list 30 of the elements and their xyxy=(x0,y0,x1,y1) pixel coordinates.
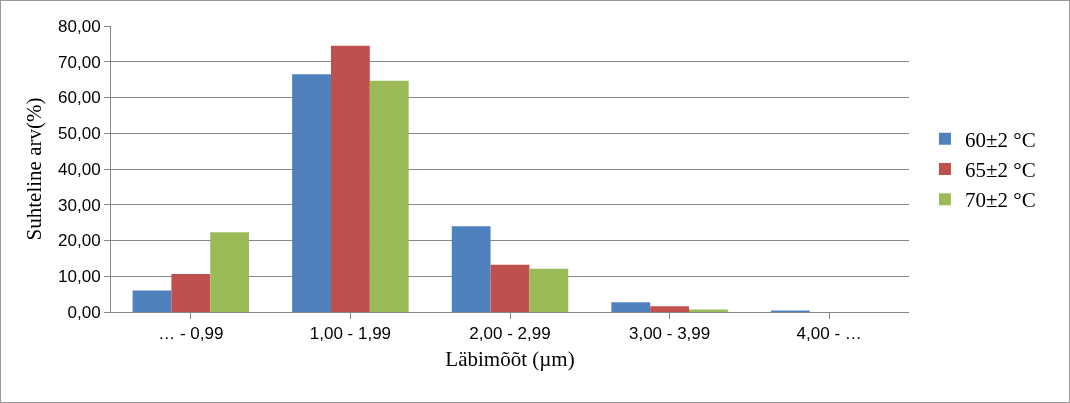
y-tick-label: 0,00 xyxy=(67,302,101,322)
x-tick-label: 3,00 - 3,99 xyxy=(628,324,711,344)
bar xyxy=(292,74,331,312)
y-tick-label: 40,00 xyxy=(58,159,101,179)
bar xyxy=(369,80,409,312)
legend-label: 65±2 °C xyxy=(964,158,1036,183)
y-tick-label: 20,00 xyxy=(58,231,101,251)
x-tick-label: 2,00 - 2,99 xyxy=(469,324,551,344)
y-tick-label: 10,00 xyxy=(58,267,101,287)
y-axis-title: Suhteline arv(%) xyxy=(22,97,47,241)
y-tick-label: 70,00 xyxy=(58,52,101,72)
legend-label: 70±2 °C xyxy=(964,188,1036,213)
legend-label: 60±2 °C xyxy=(964,127,1036,152)
x-tick-label: 4,00 - … xyxy=(796,324,862,344)
bar xyxy=(330,45,370,312)
bar xyxy=(171,274,211,312)
y-tick-label: 50,00 xyxy=(58,124,101,144)
bar xyxy=(529,268,569,312)
x-axis-title: Läbimõõt (µm) xyxy=(445,346,575,371)
bar xyxy=(210,232,250,312)
x-tick-label: … - 0,99 xyxy=(158,324,224,344)
bar xyxy=(451,226,491,312)
bar xyxy=(490,264,530,312)
bar xyxy=(132,290,172,312)
y-tick-label: 30,00 xyxy=(58,195,101,215)
bar xyxy=(650,306,690,312)
y-tick-label: 60,00 xyxy=(58,88,101,108)
bar xyxy=(611,302,651,312)
x-tick-label: 1,00 - 1,99 xyxy=(309,324,392,344)
y-tick-label: 80,00 xyxy=(58,16,101,36)
